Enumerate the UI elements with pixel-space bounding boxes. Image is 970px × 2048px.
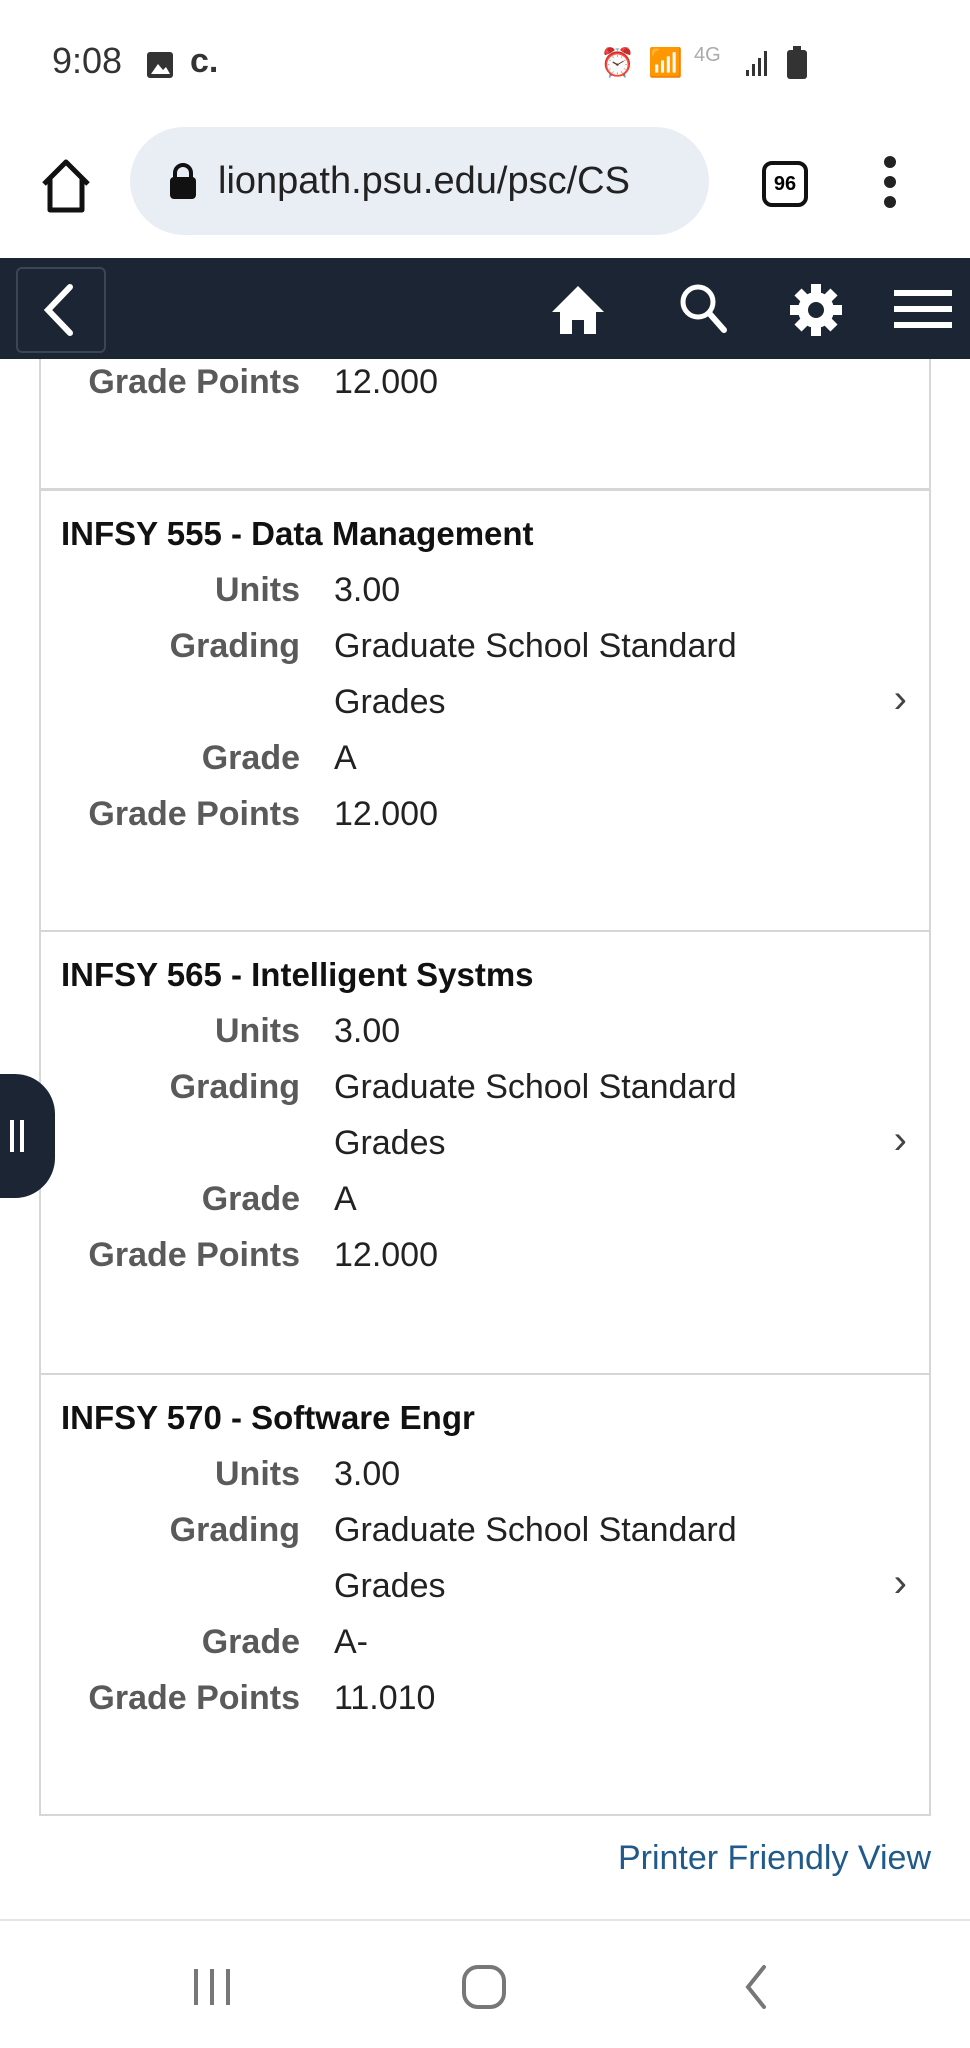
grade-points-value: 12.000 [334, 795, 438, 833]
grading-label: Grading [169, 1068, 300, 1106]
units-value: 3.00 [334, 1455, 401, 1493]
hamburger-icon[interactable] [894, 286, 952, 334]
units-label: Units [215, 571, 300, 609]
back-icon [43, 284, 73, 336]
app-navbar [0, 258, 970, 359]
grading-value: Graduate School Standard [334, 1511, 737, 1549]
browser-toolbar: lionpath.psu.edu/psc/CS 96 [0, 120, 970, 258]
course-list: Grade Points 12.000 INFSY 555 - Data Man… [0, 359, 970, 1919]
grade-points-label: Grade Points [88, 363, 300, 401]
url-text: lionpath.psu.edu/psc/CS [218, 159, 630, 202]
grade-label: Grade [201, 1180, 300, 1218]
side-panel-handle[interactable] [0, 1074, 55, 1198]
course-card[interactable]: INFSY 555 - Data Management Units 3.00 Gr… [39, 489, 931, 932]
grading-label: Grading [169, 1511, 300, 1549]
grade-label: Grade [201, 1623, 300, 1661]
chevron-right-icon[interactable]: › [893, 677, 907, 721]
grading-label: Grading [169, 627, 300, 665]
home-icon[interactable] [38, 158, 94, 214]
grading-value-cont: Grades [334, 683, 446, 721]
status-bar: 9:08 c. ⏰ 📶 4G [0, 0, 970, 120]
units-value: 3.00 [334, 571, 401, 609]
clock: 9:08 [52, 40, 123, 81]
more-menu-icon[interactable] [882, 156, 898, 216]
units-label: Units [215, 1012, 300, 1050]
lock-icon [170, 163, 196, 199]
grade-points-label: Grade Points [88, 1236, 300, 1274]
home-button-icon[interactable] [460, 1963, 508, 2011]
grade-value: A [334, 1180, 357, 1218]
course-card-partial[interactable]: Grade Points 12.000 [39, 359, 931, 490]
recents-icon[interactable] [190, 1965, 236, 2009]
grade-points-value: 11.010 [334, 1679, 436, 1717]
printer-friendly-link[interactable]: Printer Friendly View [617, 1839, 931, 1877]
grade-points-label: Grade Points [88, 1679, 300, 1717]
grade-points-value: 12.000 [334, 1236, 438, 1274]
grading-value: Graduate School Standard [334, 627, 737, 665]
system-nav-bar [0, 1919, 970, 2048]
grading-value-cont: Grades [334, 1124, 446, 1162]
grade-points-value: 12.000 [334, 363, 438, 401]
grading-value: Graduate School Standard [334, 1068, 737, 1106]
chevron-right-icon[interactable]: › [893, 1118, 907, 1162]
back-nav-icon[interactable] [740, 1963, 774, 2011]
grading-value-cont: Grades [334, 1567, 446, 1605]
course-card[interactable]: INFSY 570 - Software Engr Units 3.00 Grad… [39, 1373, 931, 1816]
search-icon[interactable] [676, 280, 732, 340]
gallery-icon [147, 52, 173, 78]
units-value: 3.00 [334, 1012, 401, 1050]
grade-value: A [334, 739, 357, 777]
grade-value: A- [334, 1623, 368, 1661]
units-label: Units [215, 1455, 300, 1493]
battery-icon [787, 46, 807, 79]
alarm-icon: ⏰ [600, 47, 635, 78]
course-card[interactable]: INFSY 565 - Intelligent Systms Units 3.00… [39, 930, 931, 1375]
course-title: INFSY 565 - Intelligent Systms [61, 956, 534, 993]
grade-label: Grade [201, 739, 300, 777]
course-title: INFSY 555 - Data Management [61, 515, 534, 552]
signal-icon [746, 51, 767, 76]
gear-icon[interactable] [786, 280, 846, 340]
chevron-right-icon[interactable]: › [893, 1561, 907, 1605]
url-bar[interactable]: lionpath.psu.edu/psc/CS [130, 127, 709, 235]
tab-switcher-button[interactable]: 96 [762, 161, 808, 207]
carrier-glyph: c. [190, 42, 219, 80]
back-button[interactable] [16, 267, 106, 353]
course-title: INFSY 570 - Software Engr [61, 1399, 475, 1436]
network-type: 4G [694, 44, 721, 66]
wifi-icon: 📶 [648, 47, 683, 78]
home-icon[interactable] [548, 280, 608, 340]
grade-points-label: Grade Points [88, 795, 300, 833]
